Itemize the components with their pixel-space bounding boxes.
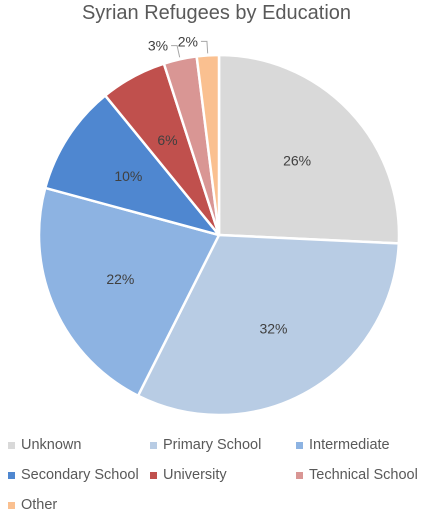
data-label-unknown: 26%	[283, 152, 311, 168]
data-label-primary-school: 32%	[259, 320, 287, 336]
leader-line-technical-school	[171, 45, 181, 58]
leader-lines	[171, 40, 209, 58]
legend-item-technical-school: Technical School	[296, 466, 418, 484]
legend-label-unknown: Unknown	[21, 437, 82, 453]
data-label-intermediate: 22%	[106, 271, 134, 287]
pie-slice-other	[195, 53, 221, 237]
data-label-other: 2%	[178, 33, 198, 49]
leader-line-other	[200, 40, 209, 54]
legend-label-intermediate: Intermediate	[309, 437, 390, 453]
legend-item-university: University	[150, 466, 227, 484]
legend-swatch-secondary-school	[8, 471, 15, 479]
legend-item-intermediate: Intermediate	[296, 436, 390, 454]
legend-item-other: Other	[8, 496, 57, 514]
legend-label-primary-school: Primary School	[163, 437, 262, 453]
chart-title: Syrian Refugees by Education	[81, 2, 352, 24]
legend-item-secondary-school: Secondary School	[8, 466, 139, 484]
legend-swatch-intermediate	[296, 441, 303, 449]
legend-swatch-university	[150, 471, 157, 479]
data-labels: 26% 32% 22% 10% 6% 3% 2%	[106, 33, 311, 336]
pie-slice-primary-school	[136, 233, 401, 417]
pie-slices	[37, 53, 401, 417]
pie-slice-unknown	[217, 53, 401, 245]
data-label-secondary-school: 10%	[114, 168, 142, 184]
legend-item-unknown: Unknown	[8, 436, 81, 454]
legend-label-secondary-school: Secondary School	[21, 467, 139, 483]
legend-label-other: Other	[21, 497, 58, 513]
legend-label-university: University	[163, 467, 227, 483]
data-label-university: 6%	[157, 132, 177, 148]
legend-swatch-unknown	[8, 441, 15, 449]
legend-swatch-other	[8, 501, 15, 509]
pie-slice-intermediate	[37, 186, 221, 398]
legend-item-primary-school: Primary School	[150, 436, 261, 454]
pie-slice-secondary-school	[44, 94, 221, 237]
legend-swatch-technical-school	[296, 471, 303, 479]
legend-label-technical-school: Technical School	[309, 467, 418, 483]
legend-swatch-primary-school	[150, 441, 157, 449]
data-label-technical-school: 3%	[148, 38, 168, 54]
